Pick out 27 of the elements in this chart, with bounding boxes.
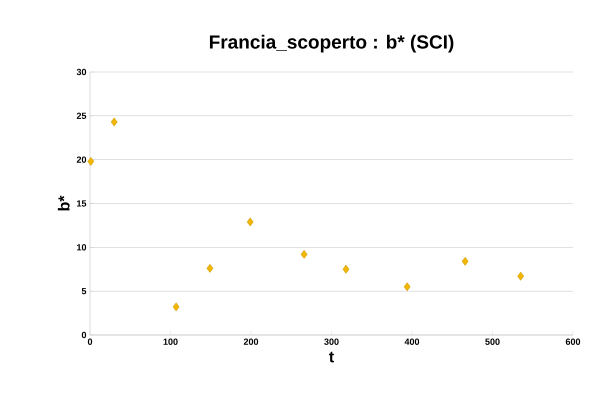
point bbox=[300, 250, 308, 259]
y-tick-label: 25 bbox=[76, 112, 86, 120]
x-axis-title: t bbox=[329, 352, 334, 362]
x-tick-label: 100 bbox=[164, 338, 178, 345]
x-tick-label: 400 bbox=[404, 338, 420, 345]
point bbox=[87, 157, 94, 166]
point bbox=[404, 282, 411, 292]
x-tick-label: 0 bbox=[88, 338, 92, 345]
x-tick-label: 500 bbox=[485, 338, 500, 345]
point bbox=[517, 272, 524, 281]
y-tick-label: 0 bbox=[82, 332, 86, 338]
y-tick-label: 15 bbox=[77, 200, 86, 207]
y-tick-label: 10 bbox=[77, 244, 86, 251]
y-tick-label: 5 bbox=[82, 288, 86, 294]
y-axis-title: b* bbox=[58, 196, 70, 210]
point bbox=[110, 118, 118, 126]
chart-title: Francia_scoperto : b* (SCI) bbox=[210, 34, 454, 52]
point bbox=[342, 264, 350, 274]
x-tick-label: 200 bbox=[244, 338, 258, 345]
y-tick-label: 30 bbox=[76, 68, 86, 76]
x-tick-label: 600 bbox=[566, 338, 580, 345]
point bbox=[462, 256, 468, 266]
y-tick-label: 20 bbox=[76, 156, 86, 163]
point bbox=[172, 302, 180, 312]
point bbox=[246, 217, 254, 226]
x-tick-label: 300 bbox=[324, 338, 339, 345]
point bbox=[206, 264, 214, 273]
